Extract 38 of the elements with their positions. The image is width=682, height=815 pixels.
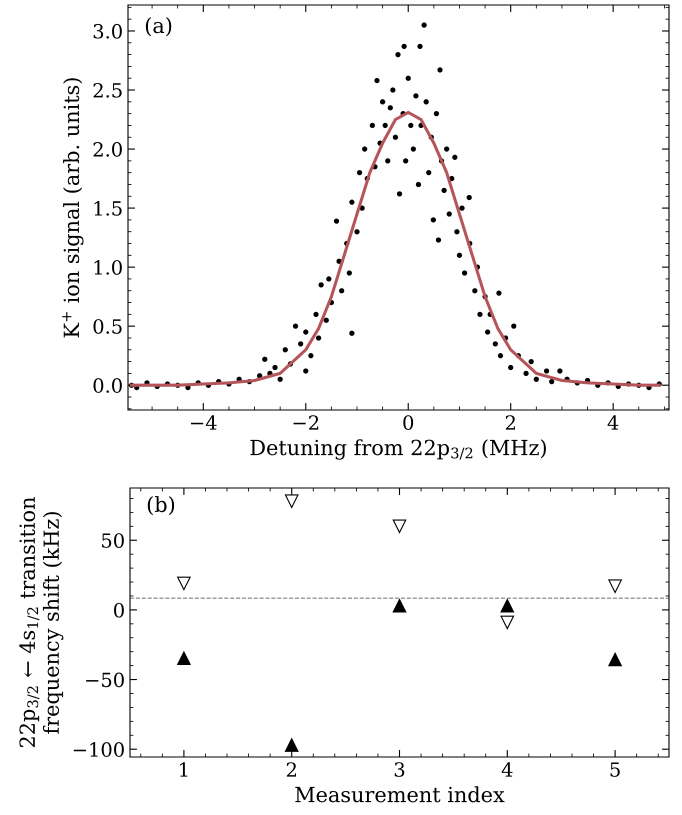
x-tick-label: −4: [191, 415, 217, 430]
y-tick-label: 0: [114, 602, 124, 618]
y-tick-label: 50: [102, 533, 124, 548]
annotation: (b): [148, 496, 174, 516]
point: [608, 652, 622, 666]
y-tick-label: 1.0: [94, 260, 122, 275]
point: [177, 576, 191, 590]
y-tick-label: 0.5: [94, 319, 122, 334]
point: [500, 598, 514, 613]
y-tick-label: −50: [86, 672, 124, 688]
annotation: (a): [146, 17, 172, 36]
point: [392, 520, 406, 534]
point: [177, 651, 191, 666]
x-axis-title: Measurement index: [295, 786, 504, 802]
line-series: [130, 110, 661, 387]
y-tick-label: −100: [74, 742, 124, 757]
x-tick-label: 5: [610, 762, 620, 777]
x-tick-label: 1: [180, 762, 188, 777]
x-tick-label: 2: [506, 415, 515, 430]
x-tick-label: 4: [502, 762, 513, 777]
x-tick-label: 4: [608, 415, 618, 430]
y-tick-label: 2.5: [94, 82, 122, 98]
x-tick-label: 0: [403, 415, 414, 430]
y-tick-label: 2.0: [94, 142, 122, 157]
x-axis-title: Detuning from 22p$_{3/2}$ (MHz): [250, 439, 546, 460]
point: [392, 598, 406, 613]
y-axis-title: K$^{+}$ ion signal (arb. units): [62, 78, 84, 338]
x-tick-label: 2: [286, 762, 296, 777]
y-axis-title: 22p$_{3/2}$ ← 4s$_{1/2}$ transition frequency shift (kHz): [19, 497, 64, 748]
x-tick-label: 3: [394, 762, 404, 777]
point: [608, 579, 622, 594]
y-tick-label: 3.0: [94, 24, 122, 39]
point: [500, 616, 514, 630]
point: [284, 494, 299, 508]
x-tick-label: −2: [294, 415, 318, 430]
point: [284, 738, 299, 752]
y-tick-label: 0.0: [94, 378, 122, 393]
y-tick-label: 1.5: [94, 201, 122, 216]
